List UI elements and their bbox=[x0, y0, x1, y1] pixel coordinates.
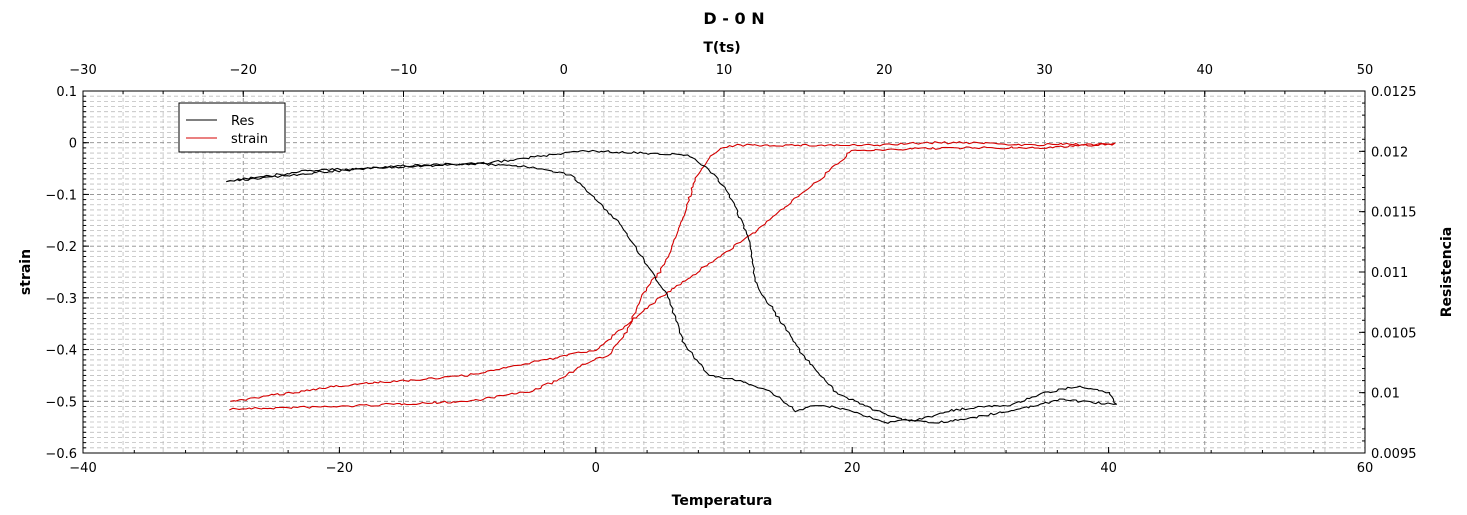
y-tick-label: −0.5 bbox=[45, 395, 77, 410]
series-line-res bbox=[226, 149, 1118, 424]
y-tick-label: −0.2 bbox=[45, 240, 77, 255]
x2-axis-title: T(ts) bbox=[703, 40, 740, 56]
legend-label-strain: strain bbox=[231, 132, 268, 147]
y-axis-title: strain bbox=[18, 249, 34, 295]
y-tick-label: −0.6 bbox=[45, 447, 77, 462]
series-line-strain bbox=[229, 141, 1116, 411]
x2-tick-label: 0 bbox=[560, 63, 568, 78]
y2-tick-label: 0.0125 bbox=[1371, 85, 1417, 100]
y-tick-label: −0.1 bbox=[45, 188, 77, 203]
x2-tick-label: 50 bbox=[1357, 63, 1374, 78]
grid-major bbox=[83, 91, 1365, 453]
y2-tick-label: 0.0105 bbox=[1371, 326, 1417, 341]
x-tick-label: 20 bbox=[844, 461, 861, 476]
y2-tick-label: 0.012 bbox=[1371, 145, 1408, 160]
legend-box bbox=[178, 102, 286, 153]
y2-tick-label: 0.01 bbox=[1371, 387, 1400, 402]
x2-tick-label: 20 bbox=[876, 63, 893, 78]
y2-axis-title: Resistencia bbox=[1439, 227, 1455, 317]
y-tick-label: −0.3 bbox=[45, 292, 77, 307]
y-tick-label: 0.1 bbox=[56, 85, 77, 100]
x-tick-label: −40 bbox=[69, 461, 96, 476]
legend-label-res: Res bbox=[231, 114, 254, 129]
series-layer bbox=[226, 141, 1118, 424]
x2-tick-label: −20 bbox=[230, 63, 257, 78]
chart-title: D - 0 N bbox=[703, 9, 764, 28]
y2-tick-label: 0.011 bbox=[1371, 266, 1408, 281]
legend: Res strain bbox=[178, 102, 286, 153]
x2-tick-label: 40 bbox=[1196, 63, 1213, 78]
x-tick-label: 0 bbox=[592, 461, 600, 476]
x-tick-label: 40 bbox=[1100, 461, 1117, 476]
ticks-layer: −40 −20 0 20 40 60 −30 −20 −10 0 10 20 30 40 50 0.1 0 −0.… bbox=[45, 63, 1416, 476]
y2-tick-label: 0.0095 bbox=[1371, 447, 1417, 462]
x-axis-title: Temperatura bbox=[672, 493, 773, 509]
x-tick-label: 60 bbox=[1357, 461, 1374, 476]
x2-tick-label: −10 bbox=[390, 63, 417, 78]
x2-tick-label: −30 bbox=[69, 63, 96, 78]
y2-tick-label: 0.0115 bbox=[1371, 206, 1417, 221]
x2-tick-label: 10 bbox=[716, 63, 733, 78]
y-tick-label: 0 bbox=[69, 137, 77, 152]
x-tick-label: −20 bbox=[326, 461, 353, 476]
x2-tick-label: 30 bbox=[1036, 63, 1053, 78]
y-tick-label: −0.4 bbox=[45, 344, 77, 359]
